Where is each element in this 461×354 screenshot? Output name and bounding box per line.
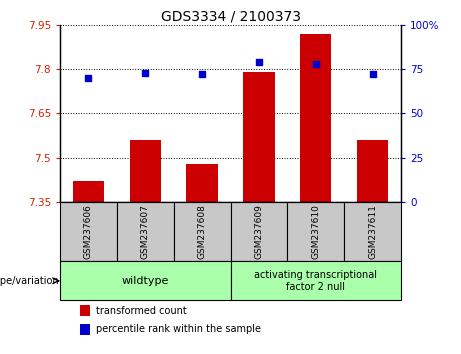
Text: GSM237610: GSM237610	[311, 204, 320, 259]
Bar	[73, 181, 104, 202]
Point	[255, 59, 263, 65]
Point	[312, 61, 319, 67]
Point	[198, 72, 206, 77]
Text: activating transcriptional
factor 2 null: activating transcriptional factor 2 null	[254, 270, 377, 292]
Title: GDS3334 / 2100373: GDS3334 / 2100373	[160, 10, 301, 24]
Bar	[174, 202, 230, 261]
Bar	[186, 164, 218, 202]
Point	[369, 72, 376, 77]
Bar	[60, 202, 117, 261]
Bar	[243, 72, 275, 202]
Bar	[130, 140, 161, 202]
Bar	[300, 34, 331, 202]
Bar	[80, 324, 90, 335]
Text: GSM237608: GSM237608	[198, 204, 207, 259]
Point	[85, 75, 92, 81]
Bar	[357, 140, 388, 202]
Text: percentile rank within the sample: percentile rank within the sample	[96, 324, 261, 334]
Text: genotype/variation: genotype/variation	[0, 276, 59, 286]
Text: GSM237606: GSM237606	[84, 204, 93, 259]
Bar	[287, 202, 344, 261]
Bar	[117, 202, 174, 261]
Text: GSM237609: GSM237609	[254, 204, 263, 259]
Text: GSM237607: GSM237607	[141, 204, 150, 259]
Point	[142, 70, 149, 75]
Bar	[230, 261, 401, 301]
Bar	[60, 261, 230, 301]
Bar	[230, 202, 287, 261]
Text: transformed count: transformed count	[96, 306, 187, 316]
Bar	[344, 202, 401, 261]
Text: GSM237611: GSM237611	[368, 204, 377, 259]
Bar	[80, 305, 90, 316]
Text: wildtype: wildtype	[122, 276, 169, 286]
